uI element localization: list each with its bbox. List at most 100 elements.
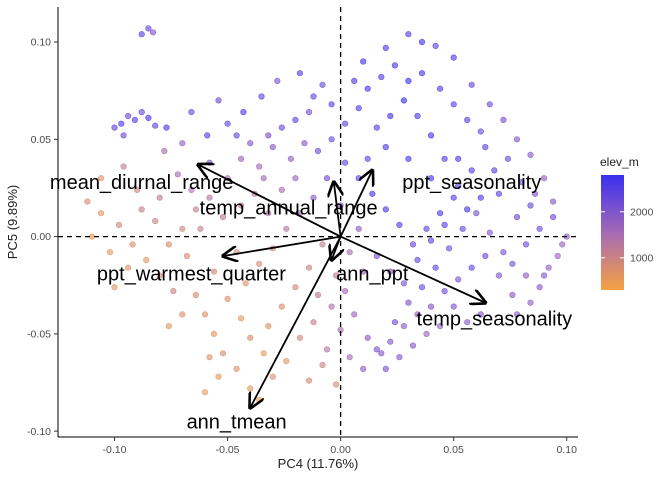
x-tick-label: -0.05 bbox=[216, 444, 240, 456]
legend-title: elev_m bbox=[600, 155, 639, 169]
data-point bbox=[360, 365, 367, 373]
data-point bbox=[206, 354, 213, 361]
data-point bbox=[364, 85, 371, 92]
data-point bbox=[219, 214, 227, 221]
data-point bbox=[495, 190, 503, 197]
data-point bbox=[450, 54, 457, 61]
data-point bbox=[441, 288, 448, 295]
data-point bbox=[549, 214, 557, 221]
loading-labels: mean_diurnal_range ppt_seasonality temp_an… bbox=[50, 172, 572, 433]
data-point bbox=[120, 132, 127, 139]
data-point bbox=[355, 105, 362, 112]
data-point bbox=[201, 311, 209, 318]
data-point bbox=[265, 323, 272, 330]
data-point bbox=[247, 334, 254, 341]
data-point bbox=[536, 284, 543, 291]
data-point bbox=[265, 132, 272, 139]
data-point bbox=[274, 77, 281, 84]
data-point bbox=[179, 140, 186, 147]
data-point bbox=[509, 260, 516, 267]
data-point bbox=[287, 155, 295, 162]
data-point bbox=[373, 124, 380, 131]
loading-arrow bbox=[334, 182, 341, 237]
data-point bbox=[405, 299, 412, 306]
data-point bbox=[437, 85, 444, 92]
loading-label: temp_annual_range bbox=[200, 197, 378, 219]
data-point bbox=[156, 272, 163, 279]
x-tick-label: 0.10 bbox=[556, 444, 577, 456]
data-point bbox=[224, 120, 231, 127]
data-point bbox=[256, 396, 263, 404]
data-point bbox=[441, 155, 448, 162]
data-point bbox=[192, 206, 199, 213]
data-point bbox=[161, 147, 168, 155]
data-point bbox=[464, 206, 471, 213]
data-point bbox=[441, 221, 448, 228]
data-point bbox=[432, 42, 439, 50]
data-point bbox=[292, 284, 299, 291]
data-point bbox=[183, 252, 190, 260]
data-point bbox=[292, 116, 299, 123]
data-point bbox=[491, 167, 498, 174]
data-point bbox=[418, 38, 426, 46]
data-point bbox=[536, 225, 543, 232]
data-point bbox=[240, 108, 247, 116]
y-tick-label: -0.05 bbox=[27, 328, 51, 340]
data-point bbox=[305, 108, 313, 116]
data-point bbox=[450, 303, 457, 310]
data-point bbox=[238, 202, 245, 209]
data-point bbox=[125, 264, 132, 271]
data-point bbox=[256, 260, 263, 267]
reference-lines bbox=[58, 7, 578, 437]
data-point bbox=[314, 147, 322, 155]
data-point bbox=[111, 124, 118, 131]
data-point bbox=[278, 124, 285, 131]
data-point bbox=[219, 350, 227, 357]
data-point bbox=[437, 323, 444, 330]
legend-ticks: 1000 2000 bbox=[601, 206, 654, 264]
data-point bbox=[554, 252, 561, 260]
data-point bbox=[387, 338, 394, 345]
data-point bbox=[396, 221, 403, 228]
data-point bbox=[400, 97, 408, 104]
data-point bbox=[382, 206, 389, 213]
data-point bbox=[486, 101, 493, 108]
data-point bbox=[310, 194, 317, 201]
data-point bbox=[351, 77, 358, 84]
x-tick-label: 0.05 bbox=[443, 444, 464, 456]
data-point bbox=[247, 140, 254, 147]
data-point bbox=[319, 241, 326, 248]
data-point bbox=[427, 175, 435, 182]
data-point bbox=[283, 225, 290, 232]
data-point bbox=[418, 70, 426, 77]
data-point bbox=[215, 373, 222, 380]
data-point bbox=[513, 311, 521, 318]
data-point bbox=[258, 93, 265, 100]
data-point bbox=[129, 241, 136, 248]
data-point bbox=[468, 264, 475, 271]
loading-label: mean_diurnal_range bbox=[50, 172, 233, 194]
data-point bbox=[459, 225, 466, 232]
data-point bbox=[455, 276, 462, 283]
data-point bbox=[188, 108, 195, 116]
legend-tick-label: 1000 bbox=[630, 252, 654, 264]
data-point bbox=[170, 288, 177, 295]
data-point bbox=[342, 159, 349, 166]
data-point bbox=[464, 116, 471, 123]
data-point bbox=[477, 128, 484, 135]
data-point bbox=[500, 116, 507, 123]
data-point bbox=[328, 136, 335, 143]
data-point bbox=[427, 132, 435, 139]
y-tick-label: -0.10 bbox=[27, 426, 51, 438]
data-point bbox=[418, 284, 426, 291]
data-point bbox=[364, 334, 371, 341]
data-point bbox=[378, 73, 385, 81]
data-point bbox=[396, 354, 403, 361]
data-point bbox=[468, 81, 475, 88]
loading-arrows bbox=[198, 165, 485, 408]
data-point bbox=[197, 225, 204, 232]
data-point bbox=[233, 365, 240, 373]
data-point bbox=[405, 155, 412, 162]
data-point bbox=[215, 97, 222, 104]
